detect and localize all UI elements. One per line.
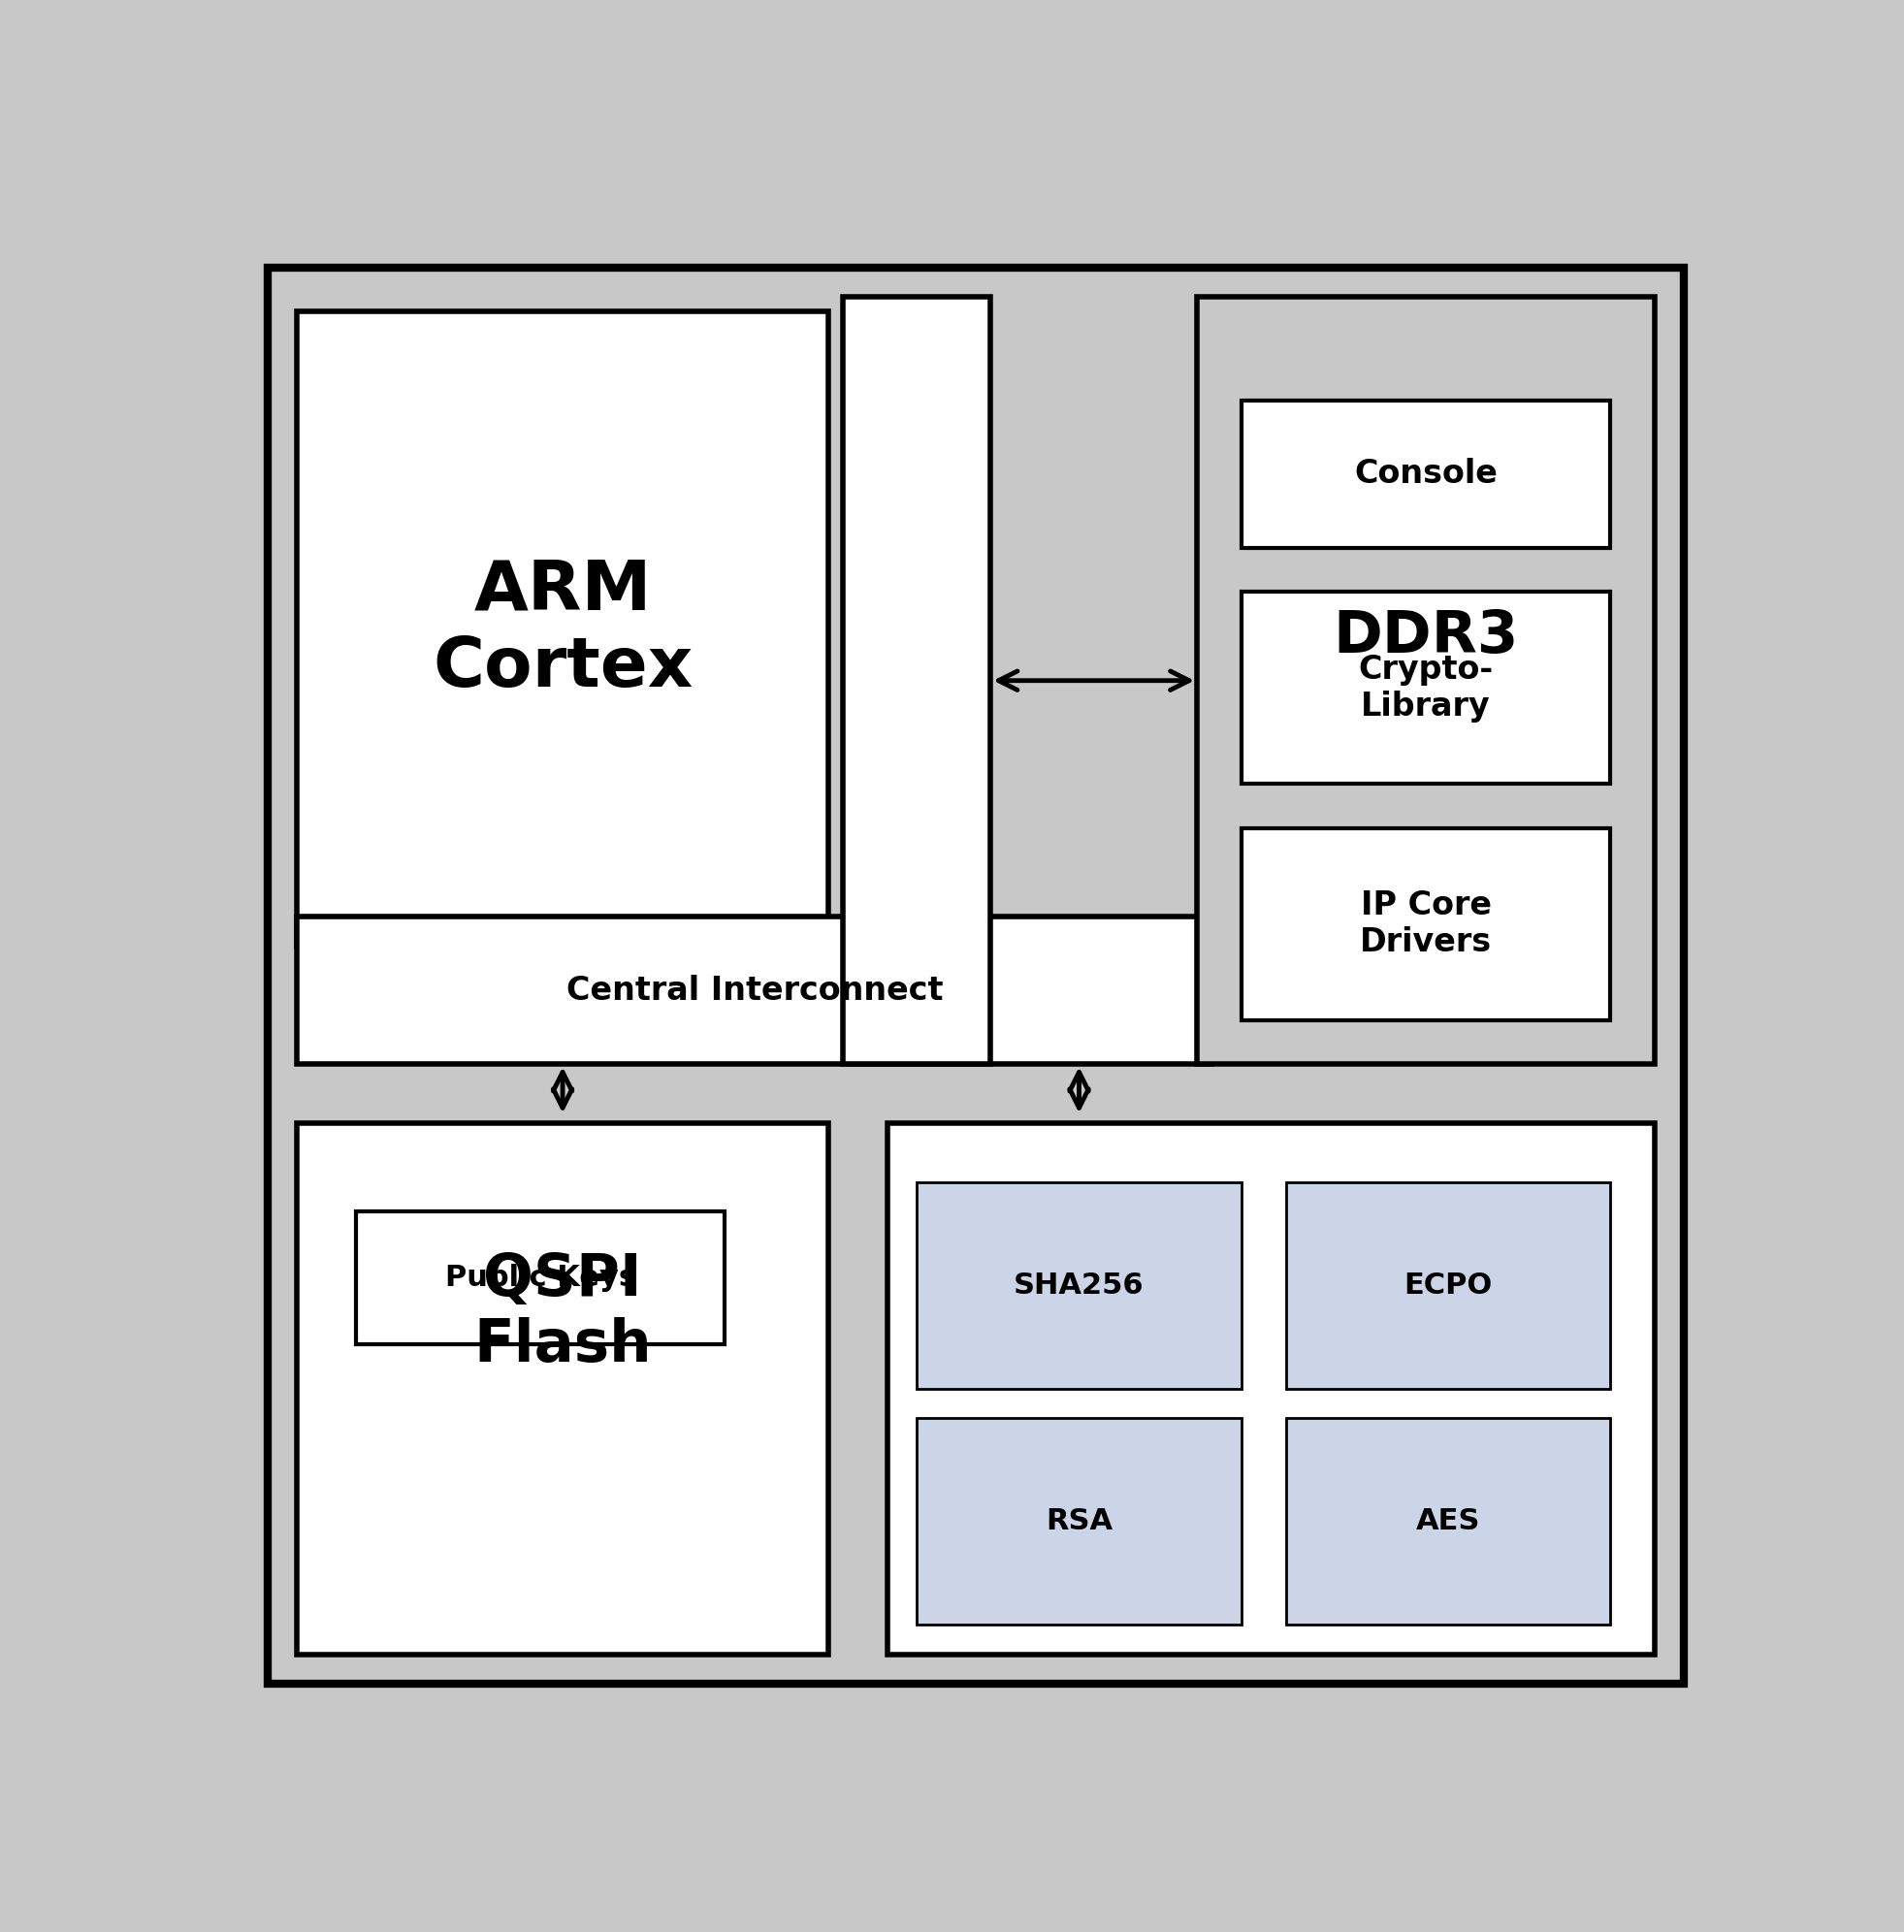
- FancyBboxPatch shape: [843, 298, 990, 1065]
- FancyBboxPatch shape: [297, 311, 828, 947]
- Text: DDR3: DDR3: [1333, 609, 1519, 667]
- FancyBboxPatch shape: [356, 1211, 725, 1345]
- FancyBboxPatch shape: [297, 1122, 828, 1654]
- Text: SHA256: SHA256: [1013, 1271, 1144, 1300]
- FancyBboxPatch shape: [1241, 591, 1611, 784]
- FancyBboxPatch shape: [1198, 298, 1655, 1065]
- Text: Crypto-
Library: Crypto- Library: [1358, 653, 1493, 723]
- Text: IP Core
Drivers: IP Core Drivers: [1359, 889, 1493, 958]
- FancyBboxPatch shape: [1241, 400, 1611, 549]
- FancyBboxPatch shape: [1241, 829, 1611, 1020]
- Text: QSPI
Flash: QSPI Flash: [474, 1250, 651, 1374]
- Text: ARM
Cortex: ARM Cortex: [432, 556, 693, 701]
- FancyBboxPatch shape: [1285, 1182, 1611, 1389]
- FancyBboxPatch shape: [297, 916, 1213, 1065]
- FancyBboxPatch shape: [887, 1122, 1655, 1654]
- Text: AES: AES: [1417, 1507, 1479, 1536]
- Text: Central Interconnect: Central Interconnect: [565, 974, 942, 1007]
- FancyBboxPatch shape: [918, 1182, 1241, 1389]
- FancyBboxPatch shape: [918, 1418, 1241, 1625]
- Text: Console: Console: [1354, 458, 1498, 491]
- Text: RSA: RSA: [1045, 1507, 1112, 1536]
- Text: ECPO: ECPO: [1403, 1271, 1493, 1300]
- FancyBboxPatch shape: [1285, 1418, 1611, 1625]
- FancyBboxPatch shape: [267, 267, 1683, 1685]
- Text: Public Keys: Public Keys: [446, 1264, 636, 1293]
